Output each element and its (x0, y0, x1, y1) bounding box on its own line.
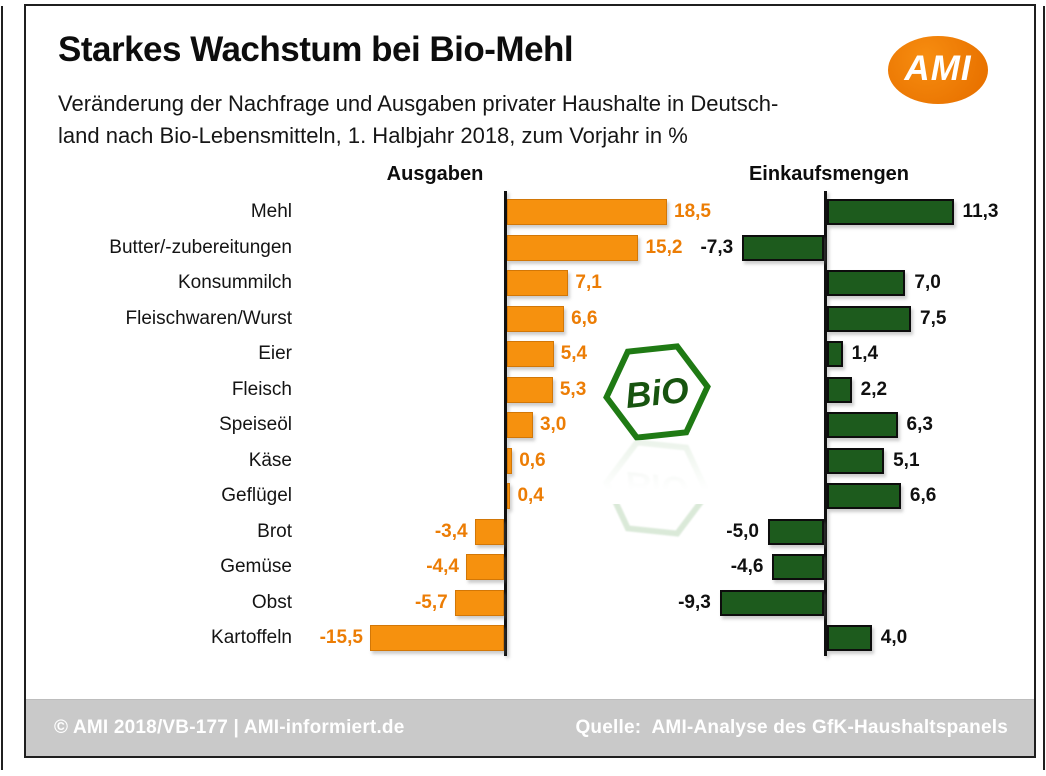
bar-einkaufsmengen-10 (768, 518, 824, 545)
value-label-ausgaben-10: -3,4 (434, 520, 468, 542)
image-edge-right (1043, 6, 1045, 770)
value-label-einkaufsmengen-13: 4,0 (880, 627, 908, 648)
category-label: Kartoffeln (211, 627, 292, 648)
bar-einkaufsmengen-12 (719, 589, 824, 616)
bar-ausgaben-10 (474, 518, 504, 545)
bar-einkaufsmengen-7 (827, 412, 898, 438)
category-label: Speiseöl (219, 414, 292, 435)
bar-ausgaben-2 (507, 234, 639, 261)
bar-einkaufsmengen-5 (827, 341, 843, 367)
value-label-ausgaben-5: 5,4 (560, 343, 588, 364)
value-label-einkaufsmengen-2: -7,3 (700, 236, 734, 258)
bar-ausgaben-1 (507, 199, 668, 225)
chart-frame: Starkes Wachstum bei Bio-Mehl Veränderun… (24, 4, 1036, 758)
bar-einkaufsmengen-6 (827, 376, 852, 403)
category-label: Butter/-zubereitungen (109, 236, 292, 258)
subtitle: Veränderung der Nachfrage und Ausgaben p… (58, 88, 778, 152)
category-label: Obst (251, 591, 292, 613)
value-label-ausgaben-8: 0,6 (519, 449, 546, 471)
footer-source: Quelle: AMI-Analyse des GfK-Haushaltspan… (575, 717, 1008, 738)
value-label-ausgaben-13: -15,5 (319, 627, 363, 648)
category-label: Brot (257, 520, 292, 542)
bio-reflection-fade (595, 440, 719, 504)
bio-siegel-logo: BiO BiO (595, 342, 719, 537)
value-label-ausgaben-12: -5,7 (414, 591, 448, 613)
value-label-einkaufsmengen-6: 2,2 (860, 378, 888, 400)
bar-ausgaben-7 (507, 412, 533, 438)
value-label-einkaufsmengen-10: -5,0 (726, 520, 759, 542)
category-label: Käse (248, 449, 292, 471)
axis-line-ausgaben (504, 191, 507, 656)
axis-line-einkaufsmengen (824, 191, 827, 656)
category-label: Fleischwaren/Wurst (125, 307, 292, 329)
subtitle-line-1: Veränderung der Nachfrage und Ausgaben p… (58, 91, 779, 116)
bar-einkaufsmengen-1 (827, 199, 954, 225)
value-label-einkaufsmengen-7: 6,3 (906, 414, 933, 435)
value-label-ausgaben-11: -4,4 (426, 556, 459, 577)
bio-badge-text: BiO (624, 370, 691, 416)
subtitle-line-2: land nach Bio-Lebensmitteln, 1. Halbjahr… (58, 123, 688, 148)
value-label-einkaufsmengen-4: 7,5 (920, 307, 947, 329)
ami-logo-text: AMI (904, 49, 972, 88)
bar-ausgaben-6 (507, 376, 553, 403)
category-label: Gemüse (220, 556, 292, 577)
bar-ausgaben-13 (369, 625, 504, 651)
value-label-ausgaben-4: 6,6 (571, 307, 598, 329)
value-label-ausgaben-6: 5,3 (559, 378, 587, 400)
category-label: Konsummilch (177, 272, 292, 293)
value-label-ausgaben-2: 15,2 (645, 236, 683, 258)
value-label-einkaufsmengen-9: 6,6 (909, 485, 937, 506)
bar-ausgaben-12 (454, 589, 504, 616)
value-label-ausgaben-1: 18,5 (674, 201, 711, 222)
bar-einkaufsmengen-13 (827, 625, 872, 651)
bar-ausgaben-3 (507, 270, 569, 296)
bar-einkaufsmengen-2 (742, 234, 824, 261)
category-label: Eier (258, 343, 292, 364)
footer-copyright: © AMI 2018/VB-177 | AMI-informiert.de (54, 717, 405, 738)
bar-einkaufsmengen-11 (772, 554, 824, 580)
column-header-ausgaben: Ausgaben (386, 163, 484, 185)
page-title: Starkes Wachstum bei Bio-Mehl (58, 30, 574, 69)
image-edge-left (1, 6, 3, 770)
bar-ausgaben-4 (507, 305, 565, 332)
category-label: Fleisch (231, 378, 292, 400)
category-label: Mehl (250, 201, 292, 222)
value-label-ausgaben-9: 0,4 (517, 485, 544, 506)
bar-einkaufsmengen-9 (827, 483, 901, 509)
bar-einkaufsmengen-3 (827, 270, 906, 296)
column-header-einkaufsmengen: Einkaufsmengen (748, 163, 910, 185)
bar-ausgaben-9 (507, 483, 511, 509)
value-label-einkaufsmengen-5: 1,4 (851, 343, 879, 364)
bar-einkaufsmengen-4 (827, 305, 911, 332)
bar-chart: Mehl 18,5 11,3 Butter/-zubereitungen 15,2 -7,… (26, 6, 1034, 756)
value-label-ausgaben-3: 7,1 (575, 272, 602, 293)
ami-logo: AMI (888, 36, 988, 104)
value-label-einkaufsmengen-8: 5,1 (893, 449, 920, 471)
bar-ausgaben-11 (465, 554, 504, 580)
footer-bar: © AMI 2018/VB-177 | AMI-informiert.de Qu… (26, 699, 1034, 756)
bio-hexagon-icon: BiO (603, 343, 711, 441)
value-label-ausgaben-7: 3,0 (539, 414, 567, 435)
value-label-einkaufsmengen-11: -4,6 (730, 556, 764, 577)
bar-einkaufsmengen-8 (827, 447, 885, 474)
bar-ausgaben-5 (507, 341, 554, 367)
value-label-einkaufsmengen-1: 11,3 (962, 201, 999, 222)
category-label: Geflügel (221, 485, 292, 506)
value-label-einkaufsmengen-3: 7,0 (914, 272, 941, 293)
value-label-einkaufsmengen-12: -9,3 (678, 591, 711, 613)
bar-ausgaben-8 (507, 447, 513, 474)
